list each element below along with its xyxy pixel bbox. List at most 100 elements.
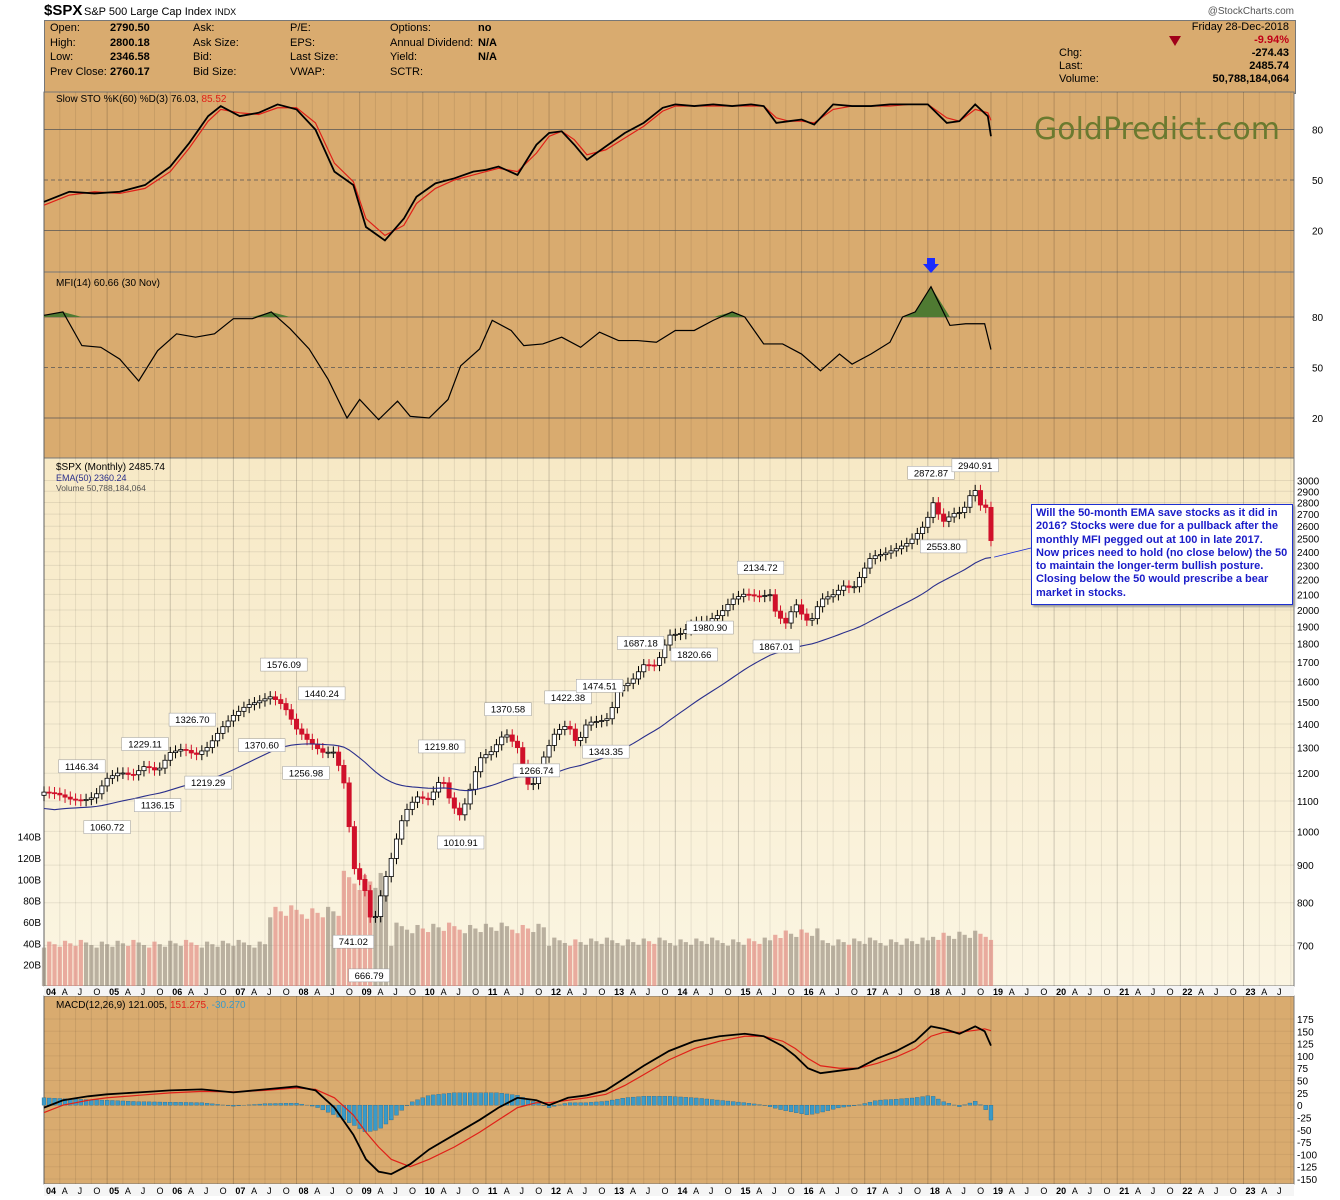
macd-histogram-bar <box>704 1098 710 1106</box>
candle-body <box>62 794 68 798</box>
quote-label: Last Size: <box>290 51 339 63</box>
price-label: 1229.11 <box>128 740 162 751</box>
mfi-axis-label: 80 <box>1312 313 1324 324</box>
x-axis-label: A <box>946 987 952 997</box>
price-label: 2553.80 <box>926 542 960 553</box>
candle-body <box>799 604 805 615</box>
volume-bar <box>820 940 825 986</box>
candle-body <box>935 502 941 515</box>
x-axis-label: J <box>1025 987 1030 997</box>
x-axis-label: A <box>1198 1186 1204 1196</box>
price-label-box <box>121 737 169 751</box>
candle-body <box>583 724 589 738</box>
macd-histogram-bar <box>983 1105 988 1110</box>
candle-body <box>862 567 868 578</box>
quote-label: VWAP: <box>290 65 326 78</box>
macd-histogram-bar <box>494 1092 499 1106</box>
macd-histogram-bar <box>567 1102 573 1106</box>
macd-histogram-bar <box>536 1103 541 1106</box>
volume-bar <box>567 945 573 986</box>
price-label: 1136.15 <box>141 801 175 812</box>
x-axis-label: J <box>456 987 461 997</box>
candle-body <box>67 796 73 800</box>
volume-bar <box>909 941 915 986</box>
candle-body <box>499 736 505 746</box>
x-axis-label: J <box>709 987 714 997</box>
volume-bar <box>436 927 441 986</box>
x-axis-label: O <box>914 987 921 997</box>
volume-bar <box>946 935 951 986</box>
candle-body <box>230 714 236 722</box>
x-axis-label: 09 <box>362 1186 372 1196</box>
volume-bar <box>915 943 920 986</box>
volume-bar <box>625 939 631 986</box>
candle-body <box>951 512 957 518</box>
candle-body <box>262 698 268 702</box>
price-label: 1060.72 <box>90 823 124 834</box>
candle-body <box>888 550 894 554</box>
volume-bar <box>746 938 752 986</box>
macd-histogram-bar <box>973 1101 978 1106</box>
x-axis-label: J <box>78 1186 83 1196</box>
candle-body <box>41 791 47 796</box>
volume-bar <box>362 875 368 986</box>
candle-body <box>930 502 936 518</box>
volume-bar <box>894 942 899 986</box>
volume-bar <box>404 929 410 986</box>
x-axis-label: J <box>204 1186 209 1196</box>
x-axis-label: 19 <box>993 1186 1003 1196</box>
x-axis-label: J <box>267 987 272 997</box>
x-axis-label: A <box>693 987 699 997</box>
quote-box: Open: 2790.50 High: 2800.18 Low: 2346.58 Prev … <box>44 20 1296 94</box>
price-axis-label: 1100 <box>1297 797 1319 808</box>
macd-histogram-bar <box>162 1101 168 1106</box>
macd-histogram-bar <box>441 1093 446 1106</box>
macd-histogram-bar <box>657 1096 662 1106</box>
x-axis-label: A <box>377 987 383 997</box>
price-axis-label: 2500 <box>1297 535 1320 546</box>
price-axis-label: 2300 <box>1297 561 1320 572</box>
price-label-box <box>437 835 485 850</box>
macd-histogram-bar <box>725 1100 731 1106</box>
macd-histogram-bar <box>736 1101 741 1106</box>
macd-histogram-bar <box>131 1101 136 1106</box>
x-axis-label: 05 <box>109 1186 119 1196</box>
price-label: 1820.66 <box>677 650 711 661</box>
volume-bar <box>499 922 504 986</box>
candle-body <box>741 593 747 598</box>
macd-histogram-bar <box>425 1095 431 1106</box>
volume-bar <box>157 944 162 986</box>
volume-bar <box>899 944 904 986</box>
volume-bar <box>620 945 625 986</box>
candle-body <box>678 633 684 635</box>
volume-bar <box>289 905 294 986</box>
candle-body <box>451 797 457 809</box>
volume-bar <box>62 940 68 986</box>
x-axis-label: A <box>251 1186 257 1196</box>
candle-body <box>99 785 105 795</box>
macd-histogram-bar <box>799 1105 804 1114</box>
volume-axis-label: 20B <box>23 961 41 972</box>
volume-bar <box>704 943 709 986</box>
sto-axis-label: 20 <box>1312 226 1324 237</box>
candle-body <box>730 598 736 605</box>
volume-legend: Volume 50,788,184,064 <box>56 483 146 493</box>
price-label: 1422.38 <box>551 693 585 704</box>
mfi-line <box>43 285 992 421</box>
volume-bar <box>141 945 147 986</box>
macd-histogram-bar <box>915 1097 920 1106</box>
candle-body <box>867 558 873 569</box>
volume-bar <box>804 932 809 986</box>
x-axis-label: A <box>62 1186 68 1196</box>
price-label: 1576.09 <box>267 660 301 671</box>
price-axis-label: 1400 <box>1297 720 1320 731</box>
x-axis-label: A <box>1009 987 1015 997</box>
volume-bar <box>378 872 383 986</box>
candle-body <box>546 745 552 758</box>
x-axis-label: O <box>851 987 858 997</box>
x-axis-label: A <box>567 1186 573 1196</box>
price-label-box <box>332 934 374 949</box>
volume-bar <box>162 946 168 986</box>
x-axis-label: J <box>835 1186 840 1196</box>
x-axis-label: A <box>693 1186 699 1196</box>
